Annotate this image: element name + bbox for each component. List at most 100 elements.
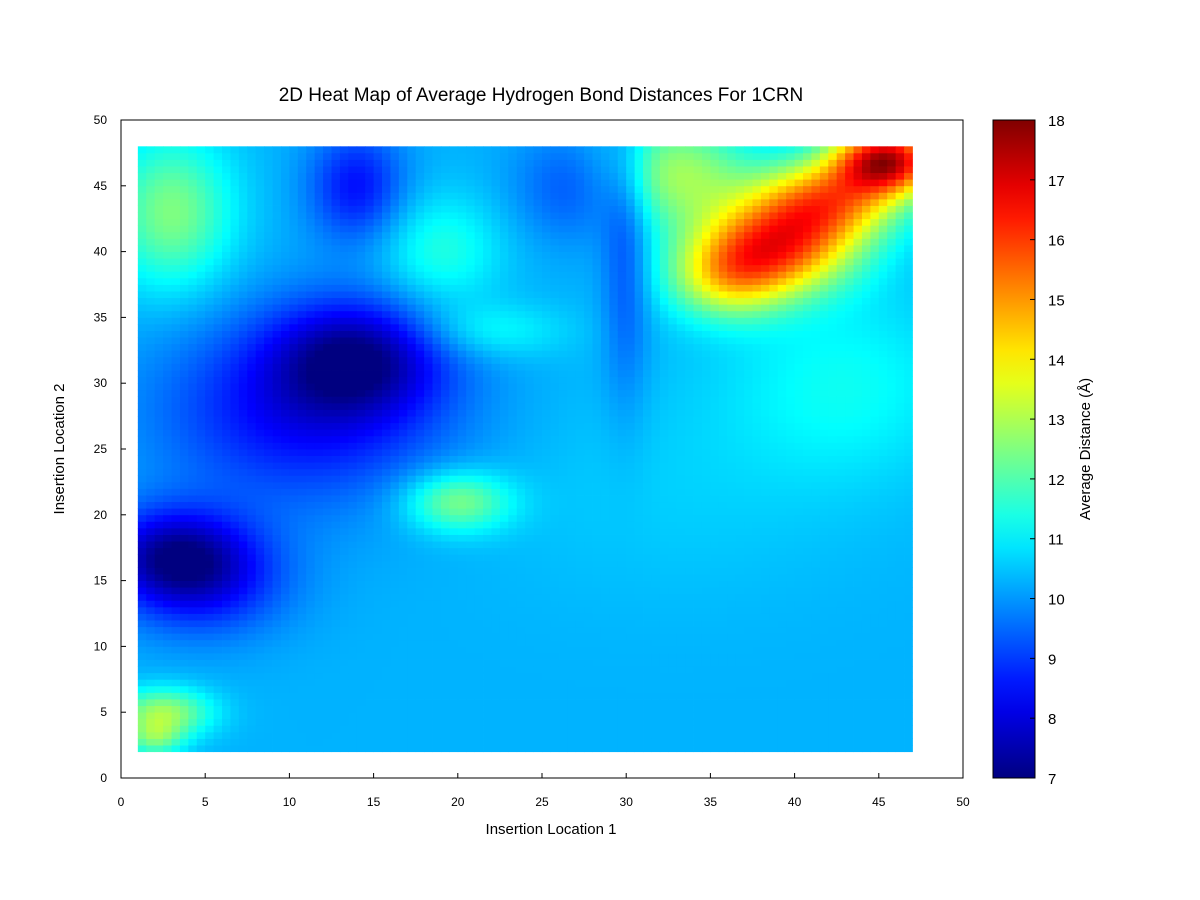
heatmap-cell — [213, 488, 223, 496]
heatmap-cell — [238, 205, 248, 213]
heatmap-cell — [533, 179, 543, 187]
heatmap-cell — [466, 541, 476, 549]
heatmap-cell — [424, 738, 433, 746]
heatmap-cell — [365, 646, 374, 654]
heatmap-cell — [499, 166, 509, 174]
heatmap-cell — [542, 580, 551, 588]
heatmap-cell — [196, 652, 206, 660]
heatmap-cell — [289, 192, 299, 200]
heatmap-cell — [491, 356, 501, 364]
heatmap-cell — [323, 264, 332, 272]
heatmap-cell — [179, 652, 189, 660]
heatmap-cell — [247, 580, 257, 588]
heatmap-cell — [390, 376, 400, 384]
heatmap-cell — [508, 258, 518, 266]
heatmap-cell — [146, 488, 156, 496]
heatmap-cell — [179, 310, 189, 318]
heatmap-cell — [339, 172, 349, 180]
heatmap-cell — [255, 218, 265, 226]
heatmap-cell — [222, 554, 231, 562]
heatmap-cell — [415, 442, 425, 450]
heatmap-cell — [188, 396, 198, 404]
heatmap-cell — [264, 659, 273, 667]
heatmap-cell — [584, 580, 593, 588]
heatmap-cell — [449, 534, 459, 542]
heatmap-cell — [314, 330, 324, 338]
heatmap-cell — [365, 652, 374, 660]
heatmap-cell — [171, 606, 181, 614]
heatmap-cell — [466, 225, 476, 233]
heatmap-cell — [516, 409, 526, 417]
heatmap-cell — [306, 277, 316, 285]
heatmap-cell — [457, 317, 467, 325]
heatmap-cell — [255, 620, 265, 628]
heatmap-cell — [356, 521, 366, 529]
heatmap-cell — [558, 712, 568, 720]
heatmap-cell — [457, 251, 467, 259]
heatmap-cell — [205, 231, 215, 239]
heatmap-cell — [432, 442, 442, 450]
heatmap-cell — [533, 468, 543, 476]
heatmap-cell — [205, 606, 215, 614]
heatmap-cell — [163, 271, 172, 279]
heatmap-cell — [407, 363, 417, 371]
heatmap-cell — [542, 626, 551, 634]
heatmap-cell — [449, 488, 459, 496]
heatmap-cell — [171, 521, 181, 529]
heatmap-cell — [533, 495, 543, 503]
heatmap-cell — [584, 731, 593, 739]
heatmap-cell — [314, 409, 324, 417]
heatmap-cell — [424, 383, 433, 391]
heatmap-cell — [525, 212, 534, 220]
heatmap-cell — [424, 159, 433, 167]
heatmap-cell — [415, 481, 425, 489]
heatmap-cell — [415, 659, 425, 667]
heatmap-cell — [314, 402, 324, 410]
heatmap-cell — [550, 258, 560, 266]
heatmap-cell — [432, 291, 442, 299]
heatmap-cell — [432, 198, 442, 206]
heatmap-cell — [255, 534, 265, 542]
heatmap-cell — [247, 258, 257, 266]
heatmap-cell — [331, 468, 341, 476]
heatmap-cell — [398, 146, 408, 154]
heatmap-cell — [499, 264, 509, 272]
heatmap-cell — [171, 633, 181, 641]
heatmap-cell — [491, 652, 501, 660]
heatmap-cell — [440, 258, 450, 266]
heatmap-cell — [280, 172, 290, 180]
heatmap-cell — [491, 593, 501, 601]
heatmap-cell — [390, 152, 400, 160]
heatmap-cell — [196, 258, 206, 266]
heatmap-cell — [154, 692, 164, 700]
heatmap-cell — [474, 534, 484, 542]
heatmap-cell — [247, 297, 257, 305]
heatmap-cell — [314, 501, 324, 509]
heatmap-cell — [575, 666, 585, 674]
heatmap-cell — [542, 699, 551, 707]
heatmap-cell — [382, 560, 391, 568]
heatmap-cell — [306, 350, 316, 358]
heatmap-cell — [365, 146, 374, 154]
heatmap-cell — [255, 429, 265, 437]
heatmap-cell — [280, 534, 290, 542]
heatmap-cell — [314, 310, 324, 318]
heatmap-cell — [272, 560, 282, 568]
heatmap-cell — [356, 666, 366, 674]
heatmap-cell — [306, 666, 316, 674]
heatmap-cell — [542, 435, 551, 443]
heatmap-cell — [390, 370, 400, 378]
heatmap-cell — [499, 218, 509, 226]
heatmap-cell — [213, 192, 223, 200]
heatmap-cell — [188, 468, 198, 476]
heatmap-cell — [272, 370, 282, 378]
heatmap-cell — [289, 152, 299, 160]
heatmap-cell — [297, 587, 307, 595]
heatmap-cell — [558, 600, 568, 608]
heatmap-cell — [179, 613, 189, 621]
heatmap-cell — [407, 337, 417, 345]
heatmap-cell — [356, 613, 366, 621]
heatmap-cell — [440, 731, 450, 739]
heatmap-cell — [171, 620, 181, 628]
heatmap-cell — [491, 343, 501, 351]
